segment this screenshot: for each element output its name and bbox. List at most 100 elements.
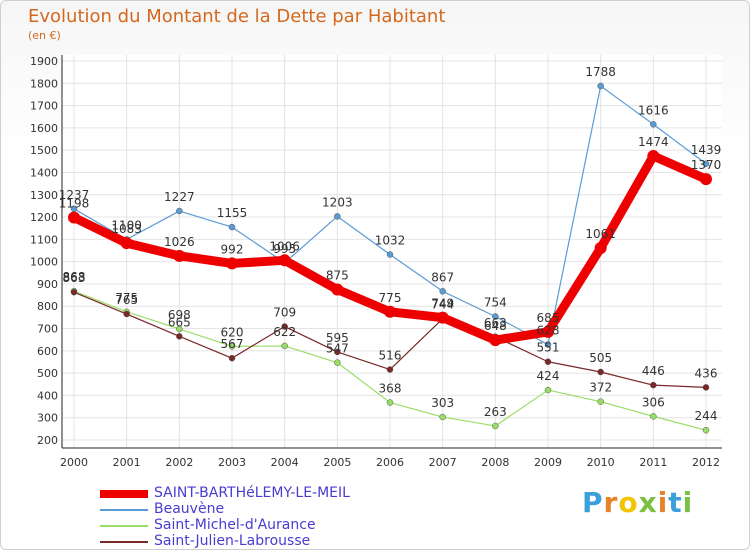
data-label: 744	[431, 298, 454, 312]
y-tick-label: 1400	[30, 166, 58, 179]
data-label: 1198	[59, 197, 90, 211]
data-label: 775	[115, 291, 138, 305]
data-point	[228, 223, 236, 231]
data-point	[544, 386, 552, 394]
data-point	[278, 254, 291, 267]
data-label: 516	[379, 349, 402, 363]
data-point	[439, 288, 446, 295]
data-point	[226, 257, 238, 270]
data-point	[702, 384, 710, 391]
x-tick-label: 2011	[639, 456, 667, 469]
data-point	[489, 334, 502, 347]
x-tick-label: 2001	[113, 456, 141, 469]
data-label: 1439	[691, 143, 722, 157]
data-label: 775	[379, 291, 402, 305]
data-point	[176, 333, 183, 340]
data-label: 1006	[269, 239, 300, 253]
logo-letter: o	[618, 486, 639, 519]
data-label: 1237	[59, 188, 90, 202]
logo-letter: t	[668, 486, 683, 519]
y-tick-label: 1800	[30, 77, 58, 90]
data-label: 875	[326, 269, 349, 283]
data-point	[700, 173, 712, 186]
data-point	[173, 249, 186, 262]
data-label: 1203	[322, 195, 353, 209]
data-point	[492, 313, 499, 320]
data-label: 505	[589, 351, 612, 365]
data-label: 628	[537, 324, 560, 338]
y-tick-label: 600	[37, 345, 58, 358]
legend-item-beauvene[interactable]: Beauvène	[100, 501, 400, 518]
legend-label-beauvene: Beauvène	[154, 501, 225, 517]
data-label: 698	[168, 308, 191, 322]
legend-swatch-saint-barthelemy	[100, 490, 148, 498]
data-point	[331, 283, 344, 296]
data-point	[68, 211, 80, 224]
data-label: 863	[63, 271, 86, 285]
legend-item-saint-barthelemy[interactable]: SAINT-BARTHéLEMY-LE-MEIL	[100, 485, 400, 502]
data-point	[176, 207, 183, 215]
y-tick-label: 1300	[30, 189, 58, 202]
data-label: 1370	[691, 158, 722, 172]
logo-letter: r	[603, 486, 619, 519]
legend-label-saint-barthelemy: SAINT-BARTHéLEMY-LE-MEIL	[154, 485, 350, 501]
y-tick-label: 1200	[30, 211, 58, 224]
data-label: 620	[221, 325, 244, 339]
data-point	[281, 323, 288, 330]
data-label: 446	[642, 364, 665, 378]
data-label: 263	[484, 405, 507, 419]
logo-letter: x	[638, 486, 658, 519]
y-tick-label: 500	[37, 367, 58, 380]
legend-item-saint-michel[interactable]: Saint-Michel-d'Aurance	[100, 517, 400, 534]
data-label: 867	[431, 270, 454, 284]
data-point	[597, 82, 604, 90]
data-label: 648	[484, 319, 507, 333]
data-label: 868	[63, 270, 86, 284]
y-tick-label: 1100	[30, 233, 58, 246]
data-point	[650, 413, 657, 420]
data-label: 567	[221, 337, 244, 351]
data-label: 436	[695, 366, 718, 380]
data-point	[120, 237, 133, 250]
data-label: 992	[221, 242, 244, 256]
data-label: 1616	[638, 103, 669, 117]
legend-label-saint-julien: Saint-Julien-Labrousse	[154, 533, 311, 549]
data-point	[70, 288, 78, 296]
data-point	[702, 160, 710, 168]
y-tick-label: 200	[37, 434, 58, 447]
legend-swatch-beauvene	[100, 509, 148, 511]
legend-label-saint-michel: Saint-Michel-d'Aurance	[154, 517, 316, 533]
data-label: 1227	[164, 190, 195, 204]
x-tick-label: 2010	[587, 456, 615, 469]
data-point	[228, 354, 236, 362]
data-label: 685	[537, 311, 560, 325]
data-label: 595	[326, 331, 349, 345]
chart-title: Evolution du Montant de la Dette par Hab…	[28, 6, 446, 27]
legend-item-saint-julien[interactable]: Saint-Julien-Labrousse	[100, 533, 400, 550]
y-tick-label: 1700	[30, 100, 58, 113]
y-tick-label: 1500	[30, 144, 58, 157]
data-point	[542, 325, 554, 338]
y-tick-label: 1000	[30, 256, 58, 269]
legend-swatch-saint-michel	[100, 525, 148, 527]
data-label: 1061	[585, 227, 616, 241]
y-tick-label: 700	[37, 323, 58, 336]
data-point	[650, 121, 657, 128]
x-tick-label: 2003	[218, 456, 246, 469]
data-label: 749	[431, 297, 454, 311]
data-point	[334, 213, 341, 220]
x-tick-label: 2004	[271, 456, 299, 469]
data-label: 306	[642, 395, 665, 409]
y-tick-label: 1600	[30, 122, 58, 135]
data-point	[647, 149, 660, 162]
data-label: 622	[273, 325, 296, 339]
data-label: 1474	[638, 135, 669, 149]
y-tick-label: 400	[37, 389, 58, 402]
y-tick-label: 1900	[30, 55, 58, 68]
chart-subtitle: (en €)	[28, 29, 61, 42]
data-point	[597, 368, 604, 376]
y-tick-label: 800	[37, 300, 58, 313]
x-tick-label: 2007	[429, 456, 457, 469]
data-point	[597, 398, 604, 405]
